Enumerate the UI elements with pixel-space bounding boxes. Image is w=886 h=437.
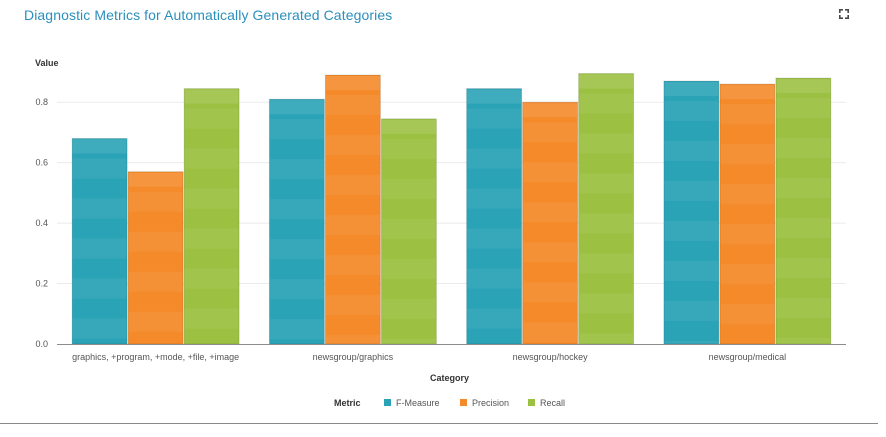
bar-recall-3[interactable] bbox=[775, 77, 832, 345]
bar-precision-2[interactable] bbox=[522, 101, 579, 345]
legend-item-precision[interactable]: Precision bbox=[460, 398, 509, 408]
legend-item-f-measure[interactable]: F-Measure bbox=[384, 398, 440, 408]
x-axis-title: Category bbox=[430, 373, 469, 383]
expand-icon bbox=[839, 9, 849, 19]
bar-f-measure-1[interactable] bbox=[268, 98, 325, 345]
chart-title: Diagnostic Metrics for Automatically Gen… bbox=[24, 7, 393, 23]
bar-recall-1[interactable] bbox=[380, 118, 437, 345]
bottom-divider bbox=[0, 423, 878, 424]
x-tick-label: newsgroup/graphics bbox=[313, 352, 394, 362]
bar-recall-0[interactable] bbox=[183, 88, 240, 345]
bar-precision-0[interactable] bbox=[127, 171, 184, 345]
x-tick-label: newsgroup/medical bbox=[709, 352, 787, 362]
legend-swatch bbox=[460, 399, 467, 406]
x-tick-label: newsgroup/hockey bbox=[513, 352, 589, 362]
y-tick-label: 0.8 bbox=[35, 97, 48, 107]
y-tick-label: 0.0 bbox=[35, 339, 48, 349]
y-tick-label: 0.2 bbox=[35, 279, 48, 289]
bar-precision-3[interactable] bbox=[719, 83, 776, 345]
legend-swatch bbox=[528, 399, 535, 406]
y-tick-label: 0.6 bbox=[35, 158, 48, 168]
expand-button[interactable] bbox=[836, 6, 852, 22]
legend-label: F-Measure bbox=[396, 398, 440, 408]
labels: 0.0 0.2 0.4 0.6 0.8 Value graphics, +program, … bbox=[35, 58, 786, 383]
legend-swatch bbox=[384, 399, 391, 406]
bar-f-measure-3[interactable] bbox=[663, 80, 720, 345]
bar-recall-2[interactable] bbox=[578, 73, 635, 345]
y-axis-title: Value bbox=[35, 58, 59, 68]
y-tick-label: 0.4 bbox=[35, 218, 48, 228]
bar-precision-1[interactable] bbox=[324, 74, 381, 345]
legend-item-recall[interactable]: Recall bbox=[528, 398, 565, 408]
legend-label: Recall bbox=[540, 398, 565, 408]
legend-label: Precision bbox=[472, 398, 509, 408]
bar-f-measure-2[interactable] bbox=[466, 88, 523, 345]
legend: Metric F-Measure Precision Recall bbox=[334, 398, 565, 408]
bars bbox=[71, 73, 832, 345]
legend-title: Metric bbox=[334, 398, 361, 408]
x-tick-label: graphics, +program, +mode, +file, +image bbox=[72, 352, 239, 362]
bar-f-measure-0[interactable] bbox=[71, 137, 128, 345]
